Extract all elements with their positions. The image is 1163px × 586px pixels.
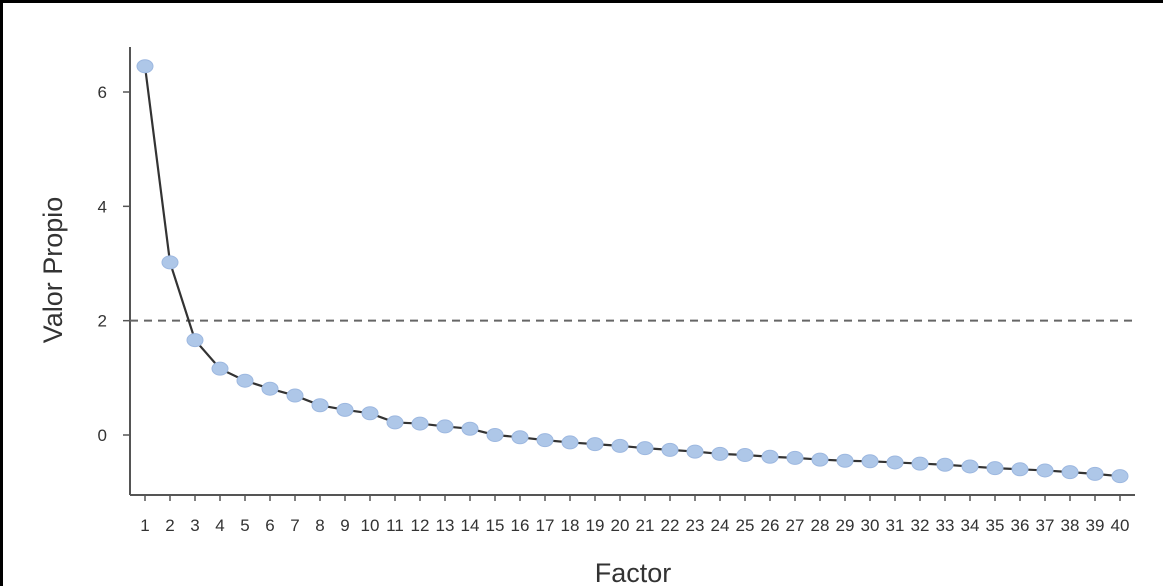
x-tick-label: 26 xyxy=(761,516,780,535)
x-tick-label: 39 xyxy=(1086,516,1105,535)
axes xyxy=(129,47,1135,496)
x-tick-label: 8 xyxy=(315,516,324,535)
x-tick-label: 27 xyxy=(786,516,805,535)
x-tick-label: 33 xyxy=(936,516,955,535)
x-tick-label: 4 xyxy=(215,516,224,535)
data-point xyxy=(311,398,329,413)
data-point xyxy=(536,433,554,448)
x-tick-label: 22 xyxy=(661,516,680,535)
x-ticks: 1 2 3 4 5 6 7 8 9 10 11 12 13 14 15 16 17 18 19 20 21 22 23 24 2… xyxy=(140,495,1129,535)
data-point xyxy=(211,361,229,376)
x-tick-label: 23 xyxy=(686,516,705,535)
x-tick-label: 11 xyxy=(386,516,404,535)
data-point xyxy=(261,381,279,396)
data-point xyxy=(1036,463,1054,478)
x-tick-label: 15 xyxy=(486,516,505,535)
x-tick-label: 7 xyxy=(290,516,299,535)
data-point xyxy=(336,402,354,417)
x-axis-title: Factor xyxy=(595,558,672,586)
x-tick-label: 16 xyxy=(511,516,530,535)
data-point xyxy=(136,59,154,74)
y-tick-label: 4 xyxy=(98,197,107,216)
data-point xyxy=(586,437,604,452)
x-tick-label: 29 xyxy=(836,516,855,535)
y-ticks: 0 2 4 6 xyxy=(98,83,130,445)
x-tick-label: 2 xyxy=(165,516,174,535)
data-point xyxy=(186,333,204,348)
x-tick-label: 30 xyxy=(861,516,880,535)
y-tick-label: 0 xyxy=(98,426,107,445)
data-point xyxy=(736,448,754,463)
data-point xyxy=(361,406,379,421)
data-point xyxy=(786,450,804,465)
x-tick-label: 28 xyxy=(811,516,830,535)
x-tick-label: 36 xyxy=(1011,516,1030,535)
x-tick-label: 35 xyxy=(986,516,1005,535)
data-point xyxy=(961,459,979,474)
data-point xyxy=(886,455,904,470)
x-tick-label: 21 xyxy=(636,516,655,535)
data-point xyxy=(1111,469,1129,484)
x-tick-label: 13 xyxy=(436,516,455,535)
data-point xyxy=(436,419,454,434)
x-tick-label: 31 xyxy=(886,516,905,535)
data-point xyxy=(286,388,304,403)
data-point xyxy=(1061,465,1079,480)
data-point xyxy=(761,449,779,464)
data-point xyxy=(1011,462,1029,477)
x-tick-label: 34 xyxy=(961,516,980,535)
x-tick-label: 20 xyxy=(611,516,630,535)
data-point xyxy=(986,461,1004,476)
series-line xyxy=(143,66,1121,478)
x-tick-label: 17 xyxy=(536,516,555,535)
x-tick-label: 1 xyxy=(140,516,149,535)
x-tick-label: 24 xyxy=(711,516,730,535)
data-point xyxy=(386,415,404,430)
data-point xyxy=(861,454,879,469)
data-point xyxy=(1086,466,1104,481)
data-point xyxy=(836,453,854,468)
data-point xyxy=(486,428,504,442)
x-tick-label: 40 xyxy=(1111,516,1130,535)
data-point xyxy=(936,457,954,472)
data-point xyxy=(511,430,529,445)
data-point xyxy=(611,438,629,453)
data-point xyxy=(911,456,929,471)
x-tick-label: 37 xyxy=(1036,516,1055,535)
x-tick-label: 19 xyxy=(586,516,605,535)
data-point xyxy=(686,444,704,459)
data-point xyxy=(661,442,679,457)
data-point xyxy=(711,446,729,461)
data-point xyxy=(811,452,829,467)
x-tick-label: 25 xyxy=(736,516,755,535)
data-point xyxy=(636,441,654,456)
y-tick-label: 2 xyxy=(98,312,107,331)
data-point xyxy=(236,373,254,388)
data-point xyxy=(561,435,579,450)
y-axis-title: Valor Propio xyxy=(38,197,68,344)
x-tick-label: 12 xyxy=(411,516,430,535)
x-tick-label: 9 xyxy=(340,516,349,535)
x-tick-label: 14 xyxy=(461,516,480,535)
x-tick-label: 3 xyxy=(190,516,199,535)
data-point xyxy=(411,416,429,431)
x-tick-label: 18 xyxy=(561,516,580,535)
data-point xyxy=(161,255,179,270)
y-tick-label: 6 xyxy=(98,83,107,102)
x-tick-label: 10 xyxy=(361,516,380,535)
series xyxy=(136,59,1129,484)
x-tick-label: 5 xyxy=(240,516,249,535)
x-tick-label: 38 xyxy=(1061,516,1080,535)
x-tick-label: 6 xyxy=(265,516,274,535)
x-tick-label: 32 xyxy=(911,516,930,535)
data-point xyxy=(461,421,479,436)
